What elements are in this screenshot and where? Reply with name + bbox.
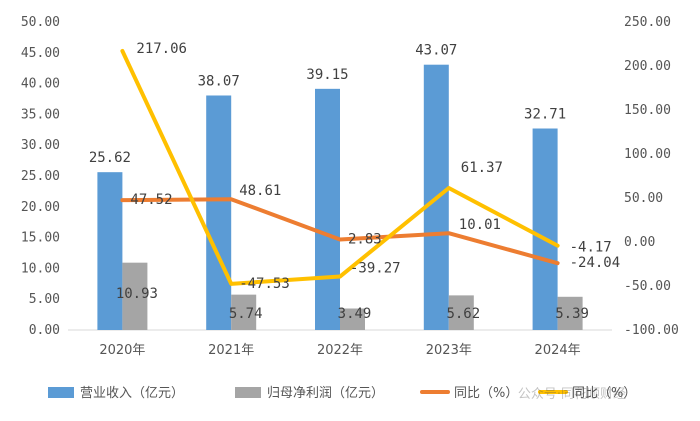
y-right-tick-label: -100.00 [624, 323, 679, 338]
profit-bar [340, 308, 365, 330]
profit-bar [231, 294, 257, 330]
profit-data-label: 5.39 [555, 306, 589, 322]
profit-yoy-data-label: 10.01 [459, 217, 501, 233]
y-left-tick-label: 40.00 [21, 77, 60, 92]
profit-yoy-data-label: 47.52 [130, 192, 172, 208]
legend-revenue-swatch [48, 387, 74, 398]
y-left-tick-label: 20.00 [21, 200, 60, 215]
legend-revenue-yoy-text: 同比（%） [572, 386, 636, 401]
legend-profit-yoy-text: 同比（%） [454, 386, 518, 401]
x-tick-label: 2024年 [535, 343, 581, 358]
revenue-yoy-data-label: -4.17 [570, 240, 612, 256]
y-left-tick-label: 25.00 [21, 169, 60, 184]
profit-bar [448, 295, 474, 330]
revenue-data-label: 39.15 [306, 67, 348, 83]
legend-revenue-text: 营业收入（亿元） [80, 386, 184, 401]
profit-yoy-data-label: 2.83 [348, 232, 382, 248]
x-tick-label: 2021年 [208, 343, 254, 358]
profit-bar [557, 296, 583, 330]
y-right-tick-label: 150.00 [624, 103, 671, 118]
revenue-data-label: 32.71 [524, 107, 566, 123]
revenue-bar [532, 128, 558, 330]
y-left-tick-label: 0.00 [29, 323, 60, 338]
y-right-tick-label: 100.00 [624, 147, 671, 162]
y-right-tick-label: 0.00 [624, 235, 655, 250]
y-left-tick-label: 10.00 [21, 261, 60, 276]
y-right-tick-label: 250.00 [624, 15, 671, 30]
y-right-tick-label: 200.00 [624, 59, 671, 74]
x-tick-label: 2020年 [99, 343, 145, 358]
profit-data-label: 10.93 [116, 286, 158, 302]
y-left-tick-label: 30.00 [21, 138, 60, 153]
revenue-bar [206, 95, 232, 330]
revenue-data-label: 38.07 [198, 73, 240, 89]
profit-data-label: 3.49 [338, 306, 372, 322]
revenue-yoy-data-label: -47.53 [239, 276, 290, 292]
y-right-tick-label: 50.00 [624, 191, 663, 206]
watermark-text: 公众号·同花顺财经 [518, 386, 626, 402]
y-left-tick-label: 45.00 [21, 46, 60, 61]
revenue-yoy-data-label: -39.27 [350, 261, 401, 277]
revenue-bar [97, 172, 123, 330]
y-left-tick-label: 15.00 [21, 231, 60, 246]
revenue-data-label: 43.07 [415, 43, 457, 59]
legend-profit-swatch [235, 387, 261, 398]
revenue-bar [315, 88, 340, 330]
y-left-tick-label: 50.00 [21, 15, 60, 30]
profit-data-label: 5.74 [229, 306, 263, 322]
x-tick-label: 2022年 [317, 343, 363, 358]
legend-profit-text: 归母净利润（亿元） [267, 386, 384, 401]
profit-yoy-data-label: 48.61 [239, 183, 281, 199]
x-tick-label: 2023年 [426, 343, 472, 358]
profit-yoy-line [120, 197, 560, 266]
y-left-tick-label: 5.00 [29, 292, 60, 307]
profit-yoy-data-label: -24.04 [570, 255, 621, 271]
revenue-yoy-data-label: 217.06 [136, 41, 187, 57]
y-left-tick-label: 35.00 [21, 107, 60, 122]
profit-data-label: 5.62 [446, 306, 480, 322]
revenue-data-label: 25.62 [89, 150, 131, 166]
profit-bar [122, 262, 148, 330]
revenue-yoy-data-label: 61.37 [461, 160, 503, 176]
revenue-yoy-line [120, 48, 560, 286]
y-right-tick-label: -50.00 [624, 279, 671, 294]
